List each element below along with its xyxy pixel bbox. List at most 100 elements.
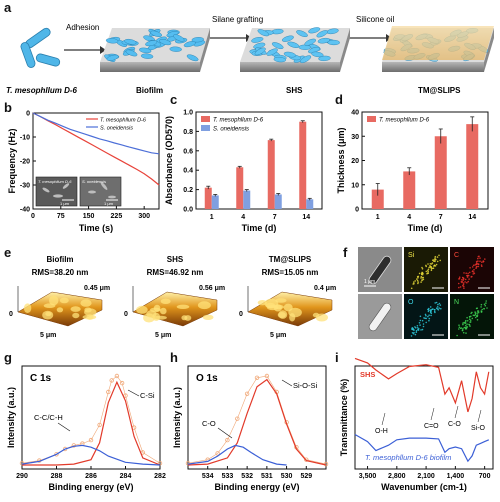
- eds-signal: [476, 315, 478, 317]
- eds-signal: [474, 316, 477, 319]
- eds-signal: [462, 327, 464, 330]
- bacterium-cell: [298, 44, 311, 50]
- ir-peak-label: C-O: [448, 421, 461, 428]
- eds-signal: [433, 308, 436, 311]
- eds-signal: [458, 324, 460, 327]
- series-line-1: [32, 112, 160, 186]
- eds-signal: [432, 308, 434, 310]
- eds-signal: [462, 283, 465, 286]
- bacterium-cell: [140, 53, 154, 59]
- bacterium-cell: [318, 55, 331, 62]
- bar-1: [204, 187, 212, 209]
- x-tick-label: 533: [222, 473, 234, 480]
- x-axis-label: Time (d): [242, 223, 277, 233]
- eds-signal: [420, 281, 422, 283]
- eds-signal: [434, 257, 436, 260]
- inset-label-1: T. mesophllum D-6: [38, 179, 72, 184]
- afm-width: 5 μm: [155, 332, 171, 339]
- afm-width: 5 μm: [270, 332, 286, 339]
- bar-1: [236, 167, 244, 209]
- eds-signal: [418, 322, 421, 324]
- y-tick-label: 0.6: [183, 148, 193, 155]
- afm-width: 5 μm: [40, 332, 56, 339]
- eds-signal: [475, 260, 478, 263]
- eds-signal: [463, 287, 465, 290]
- afm-height: 0.56 μm: [199, 285, 225, 292]
- bar-2: [306, 199, 314, 209]
- eds-signal: [416, 327, 419, 329]
- eds-signal: [481, 308, 484, 311]
- panel-g: g 290 288 286 284 282 Intensity (a.u.) Binding…: [4, 350, 166, 492]
- bar-1: [371, 189, 384, 209]
- eds-signal: [420, 275, 423, 278]
- series-label-biofilm: T. mesophllum D-6 biofilm: [365, 453, 451, 462]
- eds-signal: [425, 314, 427, 317]
- bar-2: [243, 190, 251, 209]
- eds-signal: [469, 319, 472, 322]
- eds-signal: [430, 314, 432, 317]
- bacterium-cell: [169, 46, 182, 52]
- afm-title: Biofilm: [46, 255, 73, 264]
- afm-peak: [184, 315, 192, 321]
- x-tick-label: 4: [241, 214, 245, 221]
- afm-peak: [84, 308, 97, 317]
- eds-signal: [415, 327, 417, 329]
- eds-signal: [466, 276, 469, 278]
- eds-signal: [471, 266, 474, 268]
- y-tick-label: 0.2: [183, 187, 193, 194]
- eds-signal: [427, 269, 429, 272]
- eds-signal: [467, 280, 470, 283]
- eds-signal: [466, 274, 468, 277]
- eds-signal: [433, 310, 436, 313]
- series-line-2: [354, 433, 490, 463]
- inset-label-2: S. oneidensis: [82, 179, 106, 184]
- y-axis-label: Transmittance (%): [339, 379, 349, 457]
- eds-signal: [425, 265, 428, 268]
- eds-signal: [469, 321, 471, 323]
- stage-label-strain: T. mesophllum D-6: [6, 86, 78, 95]
- eds-signal: [480, 264, 483, 266]
- afm-peak: [45, 311, 52, 317]
- peak-pointer: [281, 379, 293, 387]
- eds-signal: [414, 333, 417, 336]
- eds-signal: [417, 275, 420, 278]
- eds-signal: [473, 272, 476, 275]
- bacterium-cell: [183, 41, 196, 48]
- eds-signal: [417, 282, 419, 285]
- measured-point: [106, 389, 111, 395]
- eds-label-o: O: [408, 299, 414, 306]
- eds-map-si: [404, 247, 448, 292]
- eds-signal: [415, 331, 418, 334]
- x-axis-label: Binding energy (eV): [48, 482, 133, 492]
- afm-peak: [152, 315, 167, 320]
- eds-signal: [460, 281, 463, 283]
- bacterium-cell: [139, 47, 152, 54]
- x-tick-label: 288: [51, 473, 63, 480]
- eds-signal: [413, 281, 415, 283]
- eds-signal: [473, 268, 475, 271]
- bacterium-cell: [105, 38, 119, 44]
- eds-signal: [422, 325, 425, 328]
- spectrum-title: C 1s: [30, 373, 52, 384]
- eds-signal: [429, 309, 432, 311]
- eds-signal: [420, 329, 422, 331]
- series-line-2: [187, 378, 327, 466]
- eds-signal: [470, 312, 472, 315]
- stage-label-biofilm: Biofilm: [136, 86, 163, 95]
- ir-peak-pointer: [430, 407, 435, 421]
- eds-signal: [429, 306, 432, 308]
- eds-signal: [436, 256, 439, 258]
- eds-signal: [458, 276, 461, 279]
- eds-signal: [419, 324, 421, 326]
- y-axis-label: Intensity (a.u.): [6, 387, 16, 448]
- eds-signal: [428, 319, 430, 322]
- ir-peak-pointer: [454, 405, 459, 419]
- y-tick-label: 0: [355, 207, 359, 214]
- y-axis-label: Thickness (μm): [336, 127, 346, 193]
- eds-signal: [437, 309, 440, 311]
- eds-signal: [463, 285, 465, 288]
- eds-signal: [481, 265, 483, 268]
- x-axis-label: Wavenumber (cm-1): [381, 482, 467, 492]
- x-tick-label: 4: [407, 214, 411, 221]
- afm-peak: [315, 313, 328, 322]
